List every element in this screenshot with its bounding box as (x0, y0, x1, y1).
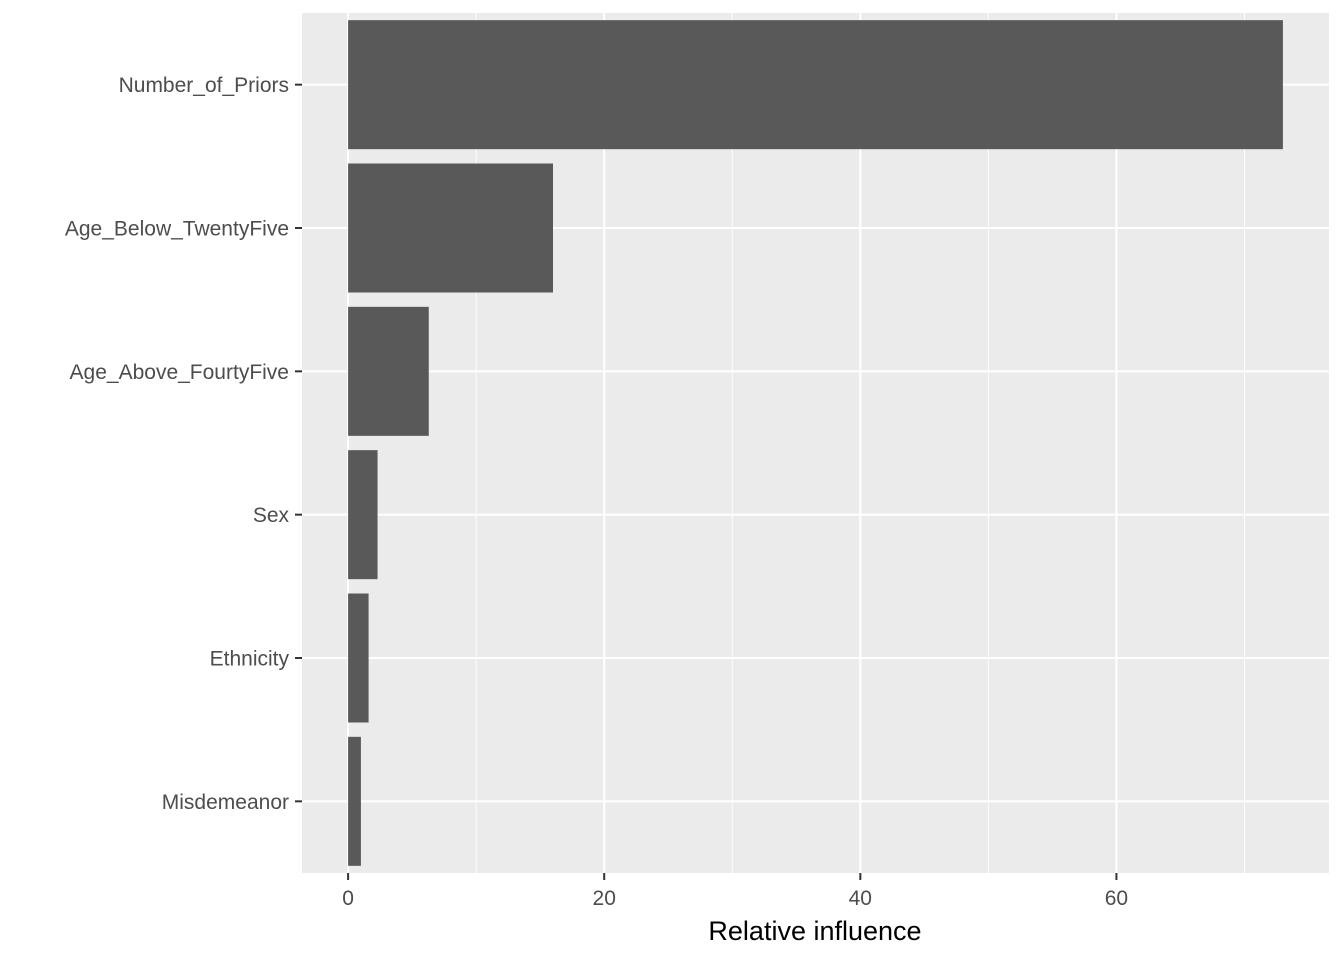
y-tick-label: Age_Below_TwentyFive (65, 218, 289, 241)
y-tick-label: Sex (253, 504, 290, 527)
x-axis: 0 20 40 60 (342, 873, 1128, 910)
x-tick-label: 60 (1105, 887, 1128, 910)
bar (348, 736, 361, 866)
y-tick-label: Misdemeanor (162, 791, 289, 814)
y-tick-label: Ethnicity (210, 648, 290, 671)
minor-gridlines (475, 13, 1245, 873)
x-tick-label: 40 (849, 887, 872, 910)
bar (348, 450, 378, 580)
bar (348, 163, 553, 293)
y-axis: Number_of_Priors Age_Below_TwentyFive Age_… (65, 74, 302, 814)
x-tick-label: 0 (342, 887, 354, 910)
bar (348, 593, 369, 723)
panel-background (302, 13, 1329, 873)
bars (348, 20, 1283, 866)
bar (348, 306, 429, 436)
y-tick-label: Age_Above_FourtyFive (70, 361, 289, 384)
bar (348, 20, 1283, 150)
x-axis-title: Relative influence (708, 916, 921, 946)
x-tick-label: 20 (593, 887, 616, 910)
y-tick-label: Number_of_Priors (119, 74, 289, 97)
